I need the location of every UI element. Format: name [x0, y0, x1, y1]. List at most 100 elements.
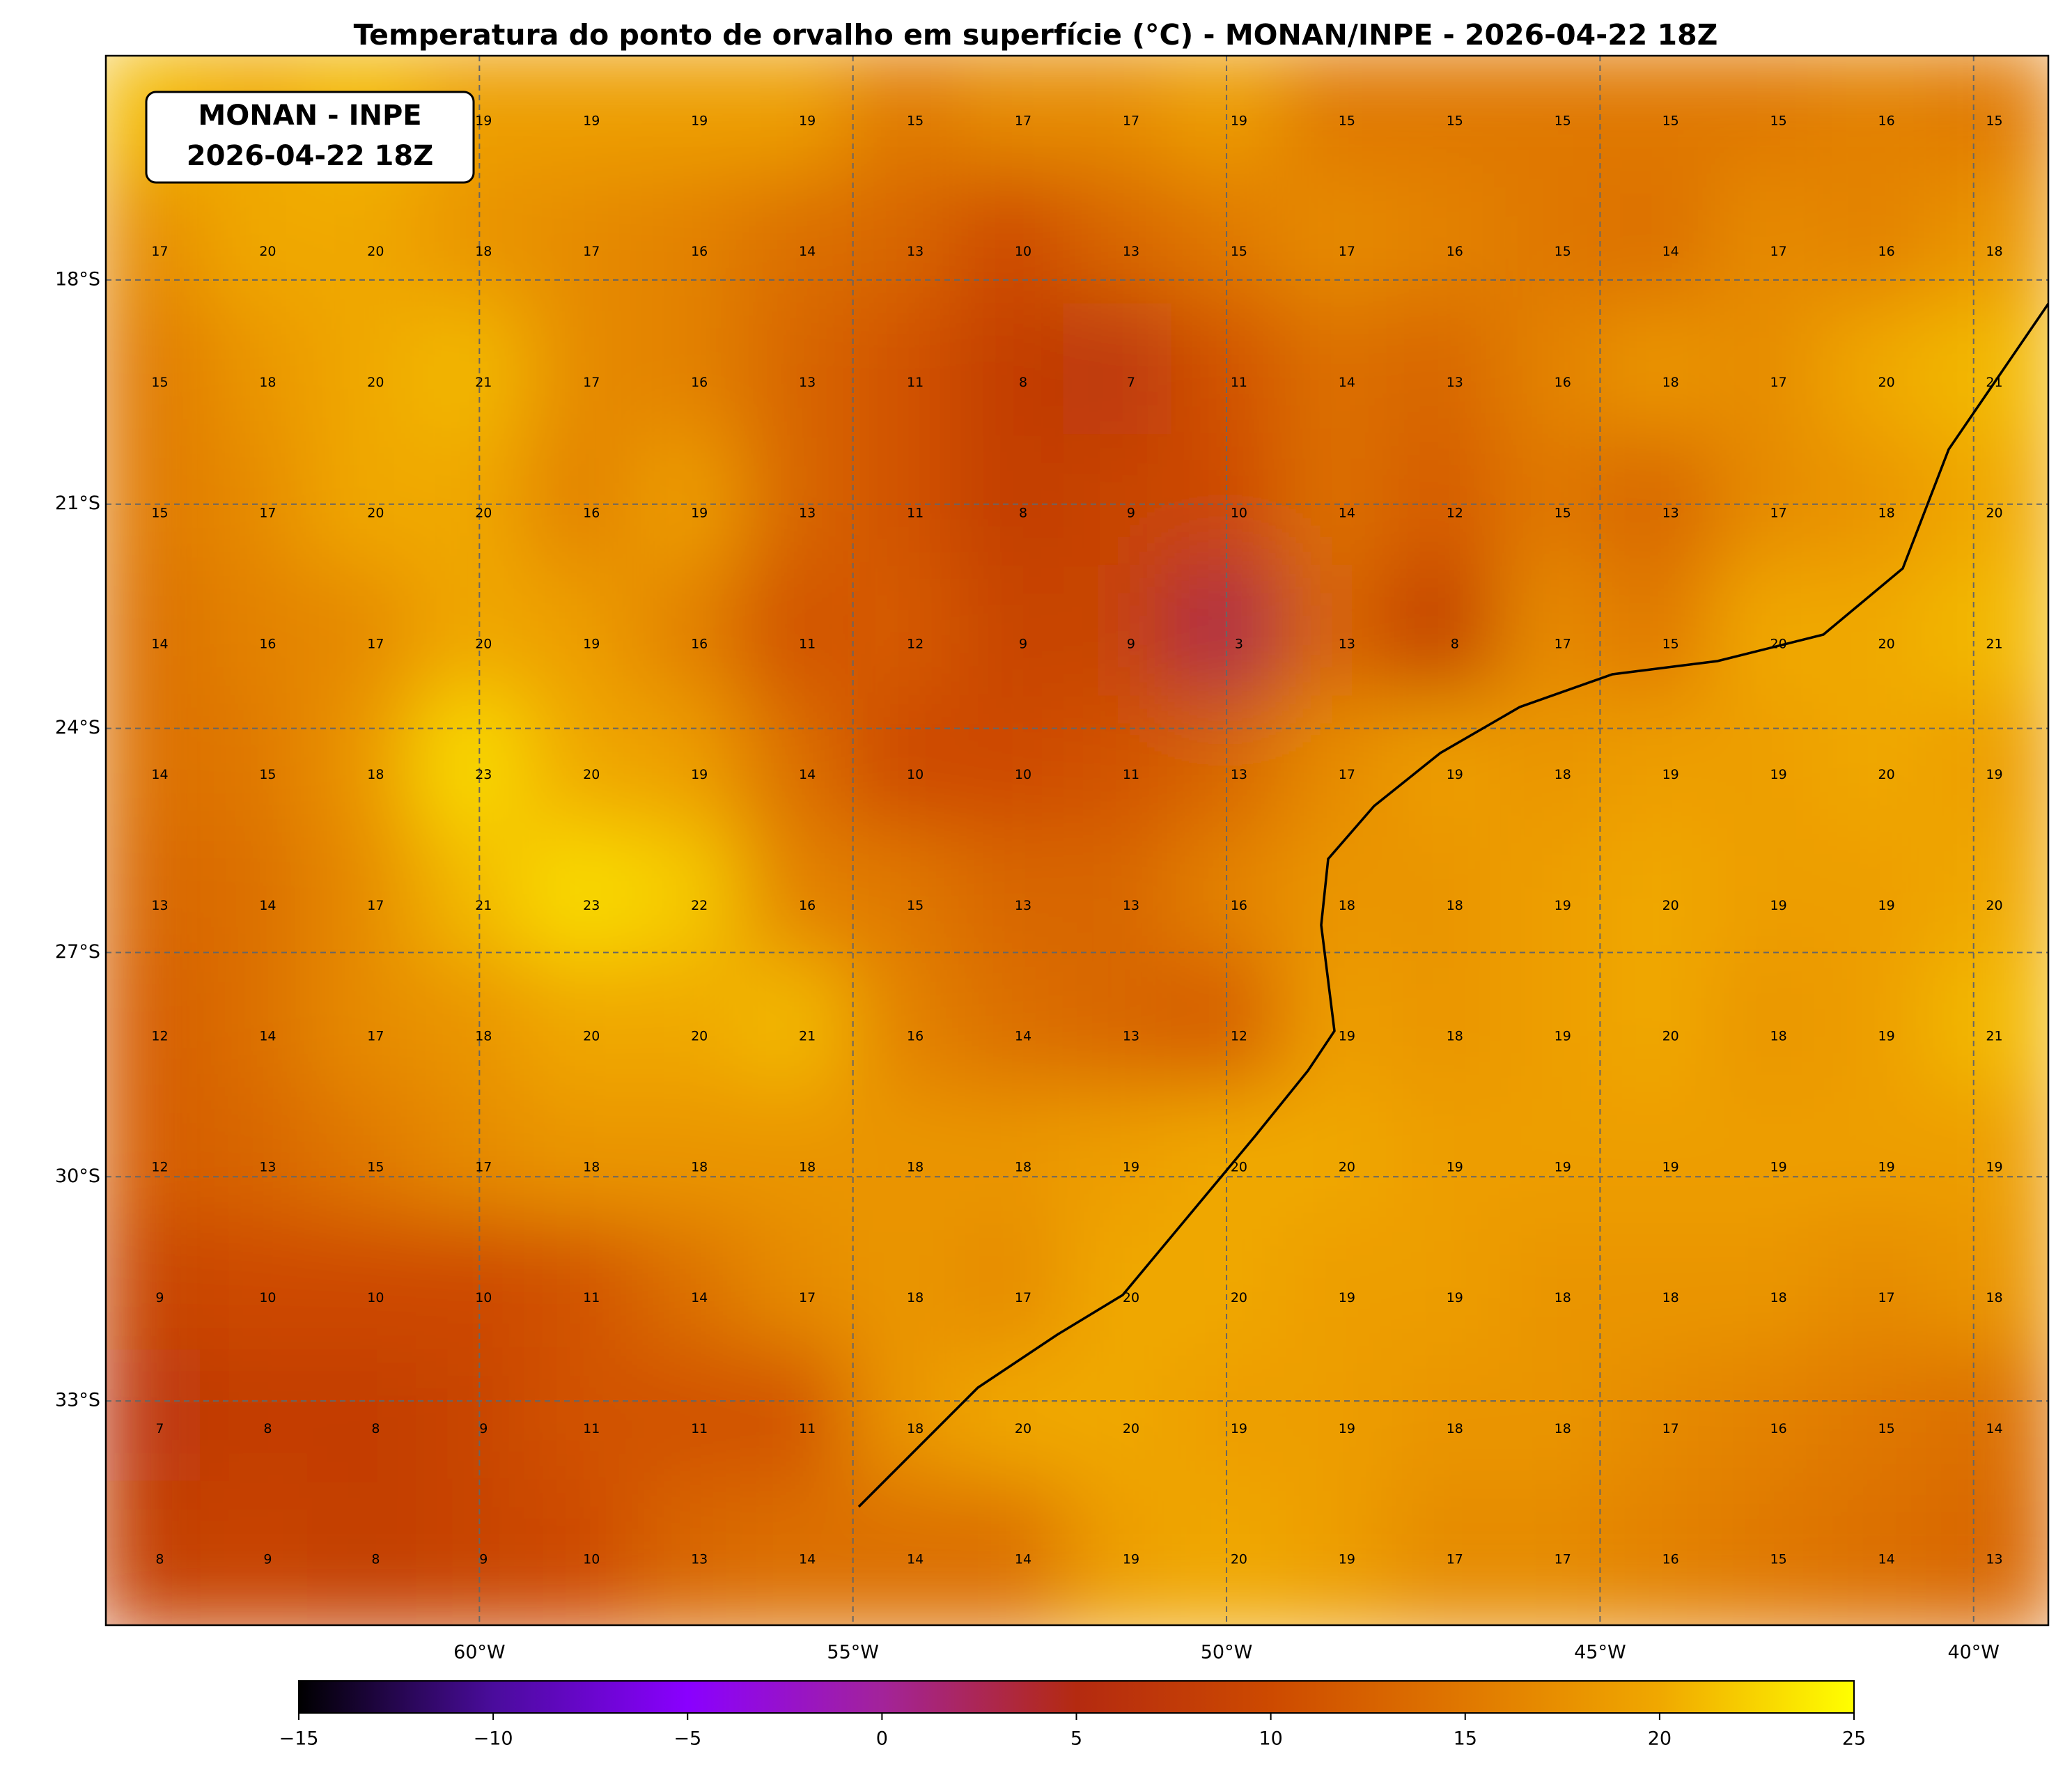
value-label: 11 [583, 1421, 600, 1436]
value-label: 20 [1339, 1159, 1355, 1174]
value-label: 19 [691, 767, 708, 782]
value-label: 19 [1447, 1159, 1463, 1174]
value-label: 20 [1878, 636, 1894, 651]
value-label: 18 [799, 1159, 816, 1174]
value-label: 13 [1231, 767, 1247, 782]
value-label: 20 [1662, 898, 1679, 913]
value-label: 16 [1662, 1552, 1679, 1567]
value-label: 8 [371, 1421, 380, 1436]
colorbar-tick-label: 5 [1070, 1728, 1082, 1750]
value-label: 13 [907, 244, 924, 259]
value-label: 13 [1986, 1552, 2002, 1567]
value-label: 15 [367, 1159, 384, 1174]
value-label: 13 [1447, 375, 1463, 390]
value-label: 19 [583, 636, 600, 651]
value-label: 19 [799, 113, 816, 128]
value-label: 11 [1231, 375, 1247, 390]
value-label: 18 [367, 767, 384, 782]
x-tick-label: 50°W [1201, 1642, 1253, 1663]
value-label: 8 [1451, 636, 1459, 651]
value-label: 17 [1878, 1290, 1894, 1305]
value-label: 23 [475, 767, 492, 782]
value-label: 15 [1447, 113, 1463, 128]
value-label: 13 [1339, 636, 1355, 651]
y-tick-label: 24°S [55, 717, 100, 738]
value-label: 16 [1878, 113, 1894, 128]
value-label: 18 [1015, 1159, 1031, 1174]
value-label: 10 [367, 1290, 384, 1305]
colorbar-tick-label: −10 [474, 1728, 513, 1750]
value-label: 11 [1123, 767, 1139, 782]
value-label: 18 [475, 244, 492, 259]
value-label: 10 [907, 767, 924, 782]
colorbar-tick-label: 10 [1259, 1728, 1282, 1750]
value-label: 19 [1555, 898, 1571, 913]
value-label: 14 [691, 1290, 708, 1305]
value-label: 17 [1447, 1552, 1463, 1567]
value-label: 20 [1662, 1029, 1679, 1044]
value-label: 13 [691, 1552, 708, 1567]
x-tick-label: 45°W [1574, 1642, 1626, 1663]
value-label: 15 [1878, 1421, 1894, 1436]
value-label: 10 [1015, 244, 1031, 259]
value-label: 18 [1662, 375, 1679, 390]
value-label: 15 [1231, 244, 1247, 259]
value-label: 18 [1555, 1290, 1571, 1305]
value-label: 18 [1555, 767, 1571, 782]
value-label: 16 [907, 1029, 924, 1044]
value-label: 19 [1339, 1290, 1355, 1305]
value-label: 17 [583, 375, 600, 390]
value-label: 12 [1447, 506, 1463, 521]
value-label: 9 [1127, 506, 1135, 521]
value-label: 11 [799, 636, 816, 651]
value-label: 18 [691, 1159, 708, 1174]
value-label: 20 [1986, 898, 2002, 913]
x-tick-label: 60°W [453, 1642, 506, 1663]
map-frame [104, 54, 2050, 1627]
y-tick-label: 33°S [55, 1390, 100, 1411]
value-label: 19 [1123, 1552, 1139, 1567]
value-label: 16 [583, 506, 600, 521]
value-label: 18 [1986, 1290, 2002, 1305]
y-tick-label: 21°S [55, 492, 100, 514]
value-label: 19 [1662, 767, 1679, 782]
value-label: 13 [1123, 1029, 1139, 1044]
value-label: 16 [691, 375, 708, 390]
colorbar-tick-label: 25 [1842, 1728, 1866, 1750]
value-label: 20 [1231, 1290, 1247, 1305]
value-label: 7 [155, 1421, 164, 1436]
value-label: 19 [1339, 1421, 1355, 1436]
value-label: 18 [1662, 1290, 1679, 1305]
value-label: 15 [1555, 506, 1571, 521]
value-label: 14 [1878, 1552, 1894, 1567]
value-label: 9 [1019, 636, 1027, 651]
value-label: 13 [1015, 898, 1031, 913]
value-label: 11 [907, 375, 924, 390]
value-label: 18 [1878, 506, 1894, 521]
value-label: 13 [151, 898, 168, 913]
value-label: 19 [583, 113, 600, 128]
value-label: 19 [1447, 767, 1463, 782]
value-label: 18 [1770, 1290, 1787, 1305]
value-label: 21 [799, 1029, 816, 1044]
value-label: 16 [1555, 375, 1571, 390]
value-label: 14 [259, 898, 276, 913]
value-label: 18 [1447, 898, 1463, 913]
value-label: 17 [1123, 113, 1139, 128]
value-label: 19 [1770, 898, 1787, 913]
value-label: 13 [1662, 506, 1679, 521]
value-label: 20 [1231, 1552, 1247, 1567]
value-label: 16 [1447, 244, 1463, 259]
value-label: 18 [907, 1159, 924, 1174]
value-label: 12 [1231, 1029, 1247, 1044]
value-label: 11 [583, 1290, 600, 1305]
value-label: 20 [583, 1029, 600, 1044]
value-label: 10 [1231, 506, 1247, 521]
value-label: 16 [1770, 1421, 1787, 1436]
value-label: 12 [907, 636, 924, 651]
value-label: 16 [691, 244, 708, 259]
value-label: 14 [799, 767, 816, 782]
value-label: 18 [475, 1029, 492, 1044]
y-tick-label: 27°S [55, 941, 100, 963]
value-label: 20 [691, 1029, 708, 1044]
